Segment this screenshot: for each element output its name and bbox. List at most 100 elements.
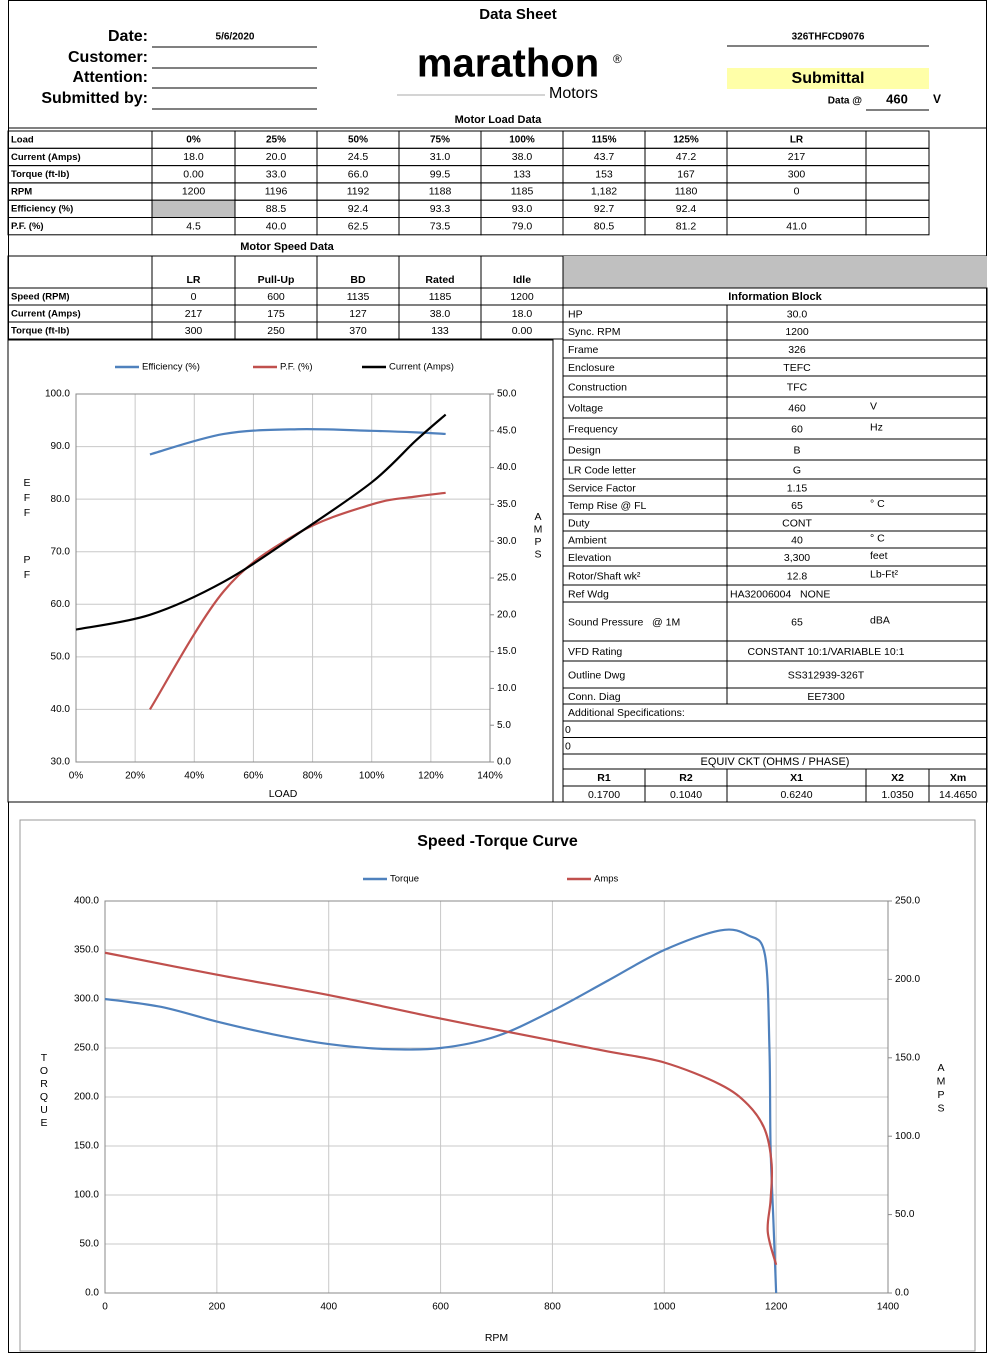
equiv-title: EQUIV CKT (OHMS / PHASE) <box>701 756 850 768</box>
row-label: Current (Amps) <box>11 152 81 163</box>
info-label: Temp Rise @ FL <box>568 500 647 512</box>
cell-value: 31.0 <box>430 151 451 163</box>
info-cell <box>726 375 988 398</box>
x-tick-label: 400 <box>320 1302 337 1313</box>
cell-value: 133 <box>431 325 449 337</box>
cell-value: 1185 <box>429 291 452 303</box>
y-tick-label: 0.0 <box>85 1288 99 1299</box>
legend-label: P.F. (%) <box>280 362 313 373</box>
cell-value: 43.7 <box>594 151 615 163</box>
cell-value: 0.1040 <box>670 789 702 801</box>
cell-value: 92.4 <box>676 203 697 215</box>
cell-value: 79.0 <box>512 220 533 232</box>
cell-value: 217 <box>185 308 203 320</box>
y2-tick-label: 0.0 <box>895 1288 909 1299</box>
cell-value: 217 <box>788 151 806 163</box>
row-label: Load <box>11 135 34 146</box>
cell-value: 250 <box>267 325 285 337</box>
cell-value: 20.0 <box>266 151 287 163</box>
column-header: LR <box>790 135 804 146</box>
cell-value: 133 <box>513 168 531 180</box>
table-cell <box>151 199 236 218</box>
y2-tick-label: 50.0 <box>497 389 517 400</box>
table-cell <box>726 199 867 218</box>
field-label: Customer: <box>68 49 148 66</box>
column-header: X1 <box>790 772 803 784</box>
x-tick-label: 40% <box>184 771 204 782</box>
info-cell <box>562 737 988 755</box>
table-cell <box>865 199 930 218</box>
info-value: TFC <box>787 381 808 393</box>
x-tick-label: 140% <box>477 771 503 782</box>
data-at-unit: V <box>933 92 941 106</box>
info-unit: Hz <box>870 421 883 433</box>
chart-frame <box>19 819 976 1352</box>
cell-value: 0 <box>794 186 800 198</box>
series-line <box>104 928 778 1294</box>
table-cell <box>865 182 930 201</box>
x-tick-label: 0 <box>102 1302 108 1313</box>
column-header: 125% <box>673 135 699 146</box>
cell-value: 33.0 <box>266 168 287 180</box>
info-cell <box>726 357 988 377</box>
chart-title: Speed -Torque Curve <box>417 833 578 850</box>
y-tick-label: 80.0 <box>51 494 71 505</box>
info-label: Enclosure <box>568 362 615 374</box>
cell-value: 1,182 <box>591 186 617 198</box>
info-label: Frequency <box>568 423 618 435</box>
info-value: 1.15 <box>787 482 808 494</box>
field-label: Attention: <box>72 69 148 86</box>
column-header: BD <box>350 274 366 286</box>
info-value: 60 <box>791 423 803 435</box>
info-unit: V <box>870 400 877 412</box>
y-tick-label: 100.0 <box>74 1190 99 1201</box>
y-tick-label: 250.0 <box>74 1043 99 1054</box>
y-tick-label: 30.0 <box>51 757 71 768</box>
info-cell <box>726 304 988 323</box>
info-cell <box>726 438 988 461</box>
series-line <box>149 428 446 456</box>
cell-value: 81.2 <box>676 220 697 232</box>
row-label: Efficiency (%) <box>11 204 73 215</box>
info-value: 460 <box>788 402 806 414</box>
model: 326THFCD9076 <box>792 32 865 43</box>
info-unit: ° C <box>870 532 885 544</box>
row-label: Torque (ft-lb) <box>11 169 69 180</box>
cell-value: 66.0 <box>348 168 369 180</box>
info-cell <box>726 459 988 480</box>
info-label: Design <box>568 444 601 456</box>
cell-value: 93.3 <box>430 203 451 215</box>
cell-value: 1196 <box>265 186 288 198</box>
y-tick-label: 60.0 <box>51 599 71 610</box>
y-tick-label: 70.0 <box>51 546 71 557</box>
logo-sub: Motors <box>549 85 598 102</box>
y-tick-label: 50.0 <box>80 1239 100 1250</box>
info-value: 3,300 <box>784 552 810 564</box>
x-tick-label: 120% <box>418 771 444 782</box>
cell-value: 38.0 <box>430 308 451 320</box>
y2-tick-label: 5.0 <box>497 720 511 731</box>
y2-tick-label: 35.0 <box>497 499 517 510</box>
row-label: P.F. (%) <box>11 221 44 232</box>
y2-tick-label: 15.0 <box>497 646 517 657</box>
logo: marathon <box>417 42 599 86</box>
y2-tick-label: 25.0 <box>497 573 517 584</box>
data-at-value: 460 <box>886 91 908 106</box>
y2-tick-label: 150.0 <box>895 1052 920 1063</box>
info-value: 65 <box>791 616 803 628</box>
column-header: 115% <box>591 135 616 146</box>
y2-tick-label: 10.0 <box>497 683 517 694</box>
info-label: Construction <box>568 381 627 393</box>
x-tick-label: 80% <box>303 771 323 782</box>
info-label: Service Factor <box>568 482 636 494</box>
cell-value: 153 <box>595 168 613 180</box>
info-cell <box>726 396 988 419</box>
cell-value: 92.7 <box>594 203 615 215</box>
cell-value: 1200 <box>510 291 534 303</box>
cell-value: 0.6240 <box>780 789 812 801</box>
cell-value: 88.5 <box>266 203 287 215</box>
x-axis-label: LOAD <box>269 788 298 800</box>
